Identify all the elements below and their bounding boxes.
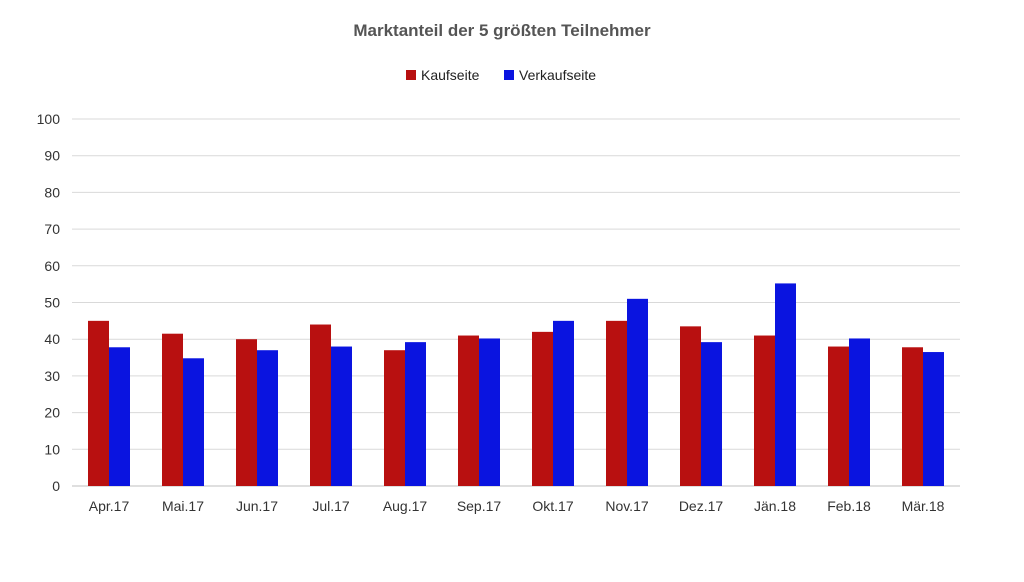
- x-tick-label: Aug.17: [383, 498, 428, 514]
- y-tick-label: 40: [44, 331, 60, 347]
- bar-kaufseite: [236, 339, 257, 486]
- x-tick-label: Apr.17: [89, 498, 130, 514]
- bar-verkaufseite: [923, 352, 944, 486]
- x-tick-label: Feb.18: [827, 498, 871, 514]
- bar-verkaufseite: [183, 358, 204, 486]
- chart-title: Marktanteil der 5 größten Teilnehmer: [353, 21, 651, 40]
- y-tick-label: 100: [37, 111, 61, 127]
- bar-verkaufseite: [405, 342, 426, 486]
- legend-swatch-kaufseite: [406, 70, 416, 80]
- x-tick-label: Jul.17: [312, 498, 350, 514]
- y-tick-label: 80: [44, 184, 60, 200]
- y-axis-ticks: 0 10 20 30 40 50 60 70 80 90 100: [37, 111, 61, 494]
- legend: Kaufseite Verkaufseite: [406, 67, 596, 83]
- y-tick-label: 50: [44, 295, 60, 311]
- x-tick-label: Nov.17: [605, 498, 649, 514]
- bar-verkaufseite: [775, 283, 796, 486]
- bar-kaufseite: [828, 346, 849, 486]
- bar-kaufseite: [310, 324, 331, 486]
- bar-verkaufseite: [109, 347, 130, 486]
- y-tick-label: 0: [52, 478, 60, 494]
- bar-verkaufseite: [627, 298, 648, 486]
- bar-kaufseite: [606, 320, 627, 486]
- x-tick-label: Dez.17: [679, 498, 724, 514]
- y-tick-label: 10: [44, 441, 60, 457]
- x-axis-ticks: Apr.17 Mai.17 Jun.17 Jul.17 Aug.17 Sep.17 Okt.…: [89, 498, 945, 514]
- bar-kaufseite: [88, 320, 109, 486]
- x-tick-label: Jän.18: [754, 498, 796, 514]
- bar-verkaufseite: [849, 338, 870, 486]
- bar-kaufseite: [680, 326, 701, 486]
- bar-verkaufseite: [701, 342, 722, 486]
- bar-verkaufseite: [257, 350, 278, 486]
- x-tick-label: Okt.17: [532, 498, 573, 514]
- x-tick-label: Mär.18: [902, 498, 945, 514]
- bar-kaufseite: [384, 350, 405, 486]
- bar-verkaufseite: [553, 320, 574, 486]
- bar-kaufseite: [458, 335, 479, 486]
- bar-verkaufseite: [479, 338, 500, 486]
- bar-verkaufseite: [331, 346, 352, 486]
- gridlines: [72, 118, 960, 487]
- y-tick-label: 90: [44, 148, 60, 164]
- bar-kaufseite: [532, 331, 553, 486]
- y-tick-label: 60: [44, 258, 60, 274]
- legend-label-kaufseite: Kaufseite: [421, 67, 480, 83]
- x-tick-label: Mai.17: [162, 498, 204, 514]
- y-tick-label: 20: [44, 405, 60, 421]
- y-tick-label: 70: [44, 221, 60, 237]
- bars: [88, 283, 944, 486]
- y-tick-label: 30: [44, 368, 60, 384]
- bar-kaufseite: [754, 335, 775, 486]
- legend-swatch-verkaufseite: [504, 70, 514, 80]
- bar-kaufseite: [902, 347, 923, 486]
- x-tick-label: Sep.17: [457, 498, 502, 514]
- legend-label-verkaufseite: Verkaufseite: [519, 67, 596, 83]
- bar-kaufseite: [162, 333, 183, 486]
- x-tick-label: Jun.17: [236, 498, 278, 514]
